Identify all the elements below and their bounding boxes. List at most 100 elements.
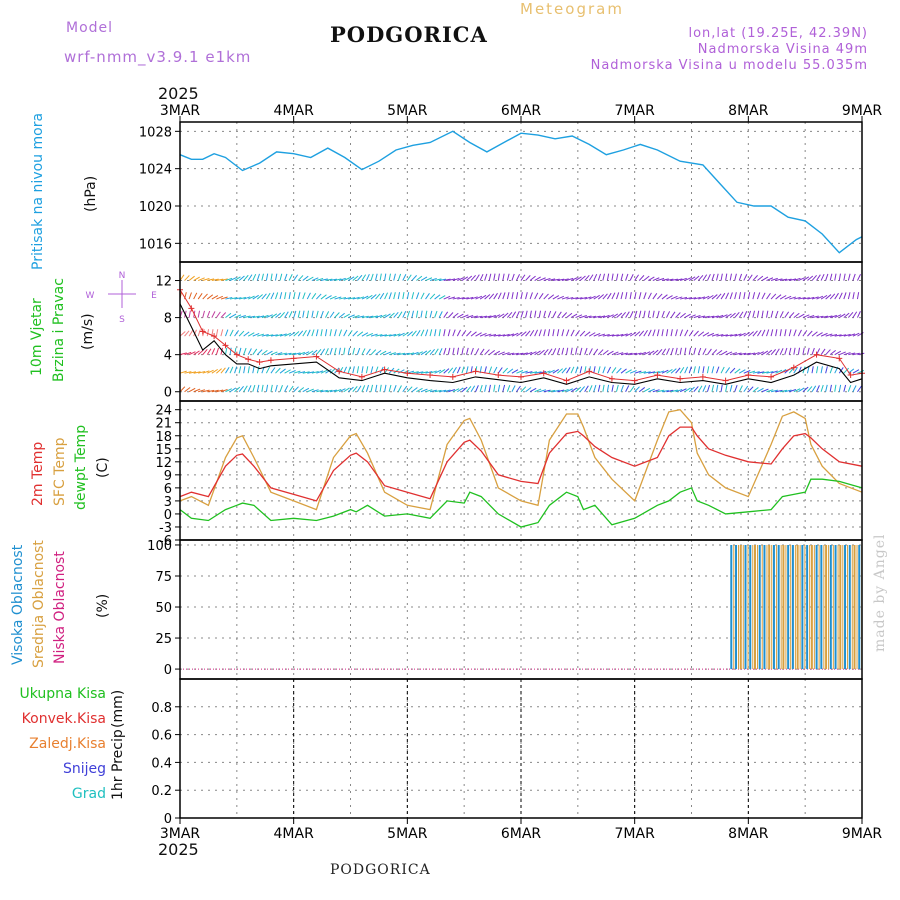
wind-arrow [752, 387, 759, 393]
wind-arrow [652, 277, 660, 281]
wind-arrow [520, 310, 524, 318]
wind-arrow [720, 366, 725, 374]
wind-arrow [289, 352, 297, 356]
wind-arrow [752, 275, 758, 281]
wind-arrow [725, 313, 732, 319]
wind-arrow [493, 384, 496, 392]
wind-arrow [293, 370, 301, 374]
wind-arrow [356, 366, 360, 374]
wind-arrow [825, 384, 828, 392]
wind-arrow [220, 296, 228, 300]
wind-arrow [706, 273, 711, 281]
wind-arrow [384, 367, 390, 374]
wind-arrow [461, 347, 464, 355]
wind-arrow [461, 330, 467, 337]
wind-arrow [857, 311, 861, 318]
y-tick-label: -3 [159, 521, 172, 536]
wind-arrow [425, 370, 433, 374]
wind-arrow [847, 292, 851, 300]
wind-arrow [270, 292, 275, 300]
y-tick-label: 18 [155, 430, 172, 445]
wind-arrow [552, 278, 560, 282]
y-tick-label: 0 [164, 663, 172, 678]
wind-arrow [365, 366, 369, 374]
wind-arrow [611, 384, 614, 392]
wind-arrow [425, 349, 432, 356]
wind-arrow [557, 389, 565, 393]
wind-arrow [502, 292, 506, 300]
wind-arrow [811, 366, 814, 374]
wind-arrow [315, 310, 319, 318]
wind-arrow [429, 370, 437, 374]
wind-arrow [197, 349, 204, 356]
wind-arrow [438, 348, 443, 355]
wind-arrow [534, 371, 542, 374]
wind-arrow [225, 388, 232, 393]
wind-arrow [320, 294, 327, 300]
wind-arrow [634, 352, 642, 356]
wind-arrow [243, 296, 251, 300]
wind-arrow [566, 312, 573, 318]
wind-arrow [770, 370, 778, 374]
wind-arrow [397, 369, 405, 374]
wind-arrow [652, 389, 660, 393]
wind-arrow [593, 348, 599, 355]
wind-arrow [229, 347, 232, 355]
wind-arrow [534, 292, 539, 300]
wind-arrow [439, 389, 447, 393]
wind-arrow [388, 292, 392, 300]
wind-arrow [666, 278, 674, 282]
wind-arrow [207, 389, 215, 393]
wind-arrow [288, 292, 291, 300]
wind-arrow [839, 351, 846, 356]
wind-arrow [556, 329, 560, 337]
wind-arrow [393, 352, 401, 356]
year-top: 2025 [158, 84, 199, 103]
wind-arrow [761, 350, 769, 356]
wind-arrow [816, 274, 821, 281]
wind-arrow [738, 292, 742, 300]
gust-series [179, 289, 863, 382]
wind-arrow [697, 347, 702, 355]
wind-arrow [402, 385, 408, 393]
wind-arrow [711, 333, 719, 337]
wind-arrow [629, 385, 635, 393]
wind-arrow [757, 371, 765, 374]
wind-arrow [652, 310, 655, 318]
wind-arrow [766, 349, 773, 356]
wind-arrow [465, 366, 469, 374]
gust-marker [847, 372, 854, 379]
wind-arrow [838, 273, 841, 281]
wind-arrow [557, 278, 565, 282]
wind-arrow [256, 366, 260, 374]
wind-arrow [220, 329, 224, 337]
wind-arrow [629, 292, 632, 300]
wind-arrow [734, 384, 738, 392]
wind-arrow [525, 351, 533, 356]
wind-arrow [625, 332, 633, 337]
wind-arrow [379, 273, 382, 281]
wind-arrow [388, 273, 391, 281]
y-tick-label: 9 [164, 469, 172, 484]
y-tick-label: 12 [155, 275, 172, 290]
wind-arrow [584, 366, 587, 374]
wind-arrow [470, 315, 478, 319]
wind-arrow [829, 273, 833, 281]
wind-arrow [675, 347, 678, 355]
wind-arrow [443, 329, 446, 337]
wind-arrow [343, 313, 350, 319]
wind-arrow [839, 313, 846, 319]
wind-arrow [561, 388, 569, 393]
wind-arrow [456, 329, 461, 337]
gust-marker [722, 377, 729, 384]
wind-arrow [334, 329, 337, 337]
wind-arrow [493, 273, 496, 281]
wind-arrow [675, 278, 683, 282]
wind-arrow [561, 278, 569, 282]
gust-marker [608, 375, 615, 382]
wind-arrow [820, 384, 824, 392]
gust-marker [790, 364, 797, 371]
wind-arrow [679, 312, 686, 318]
wind-arrow [502, 367, 509, 374]
wind-arrow [697, 366, 701, 374]
